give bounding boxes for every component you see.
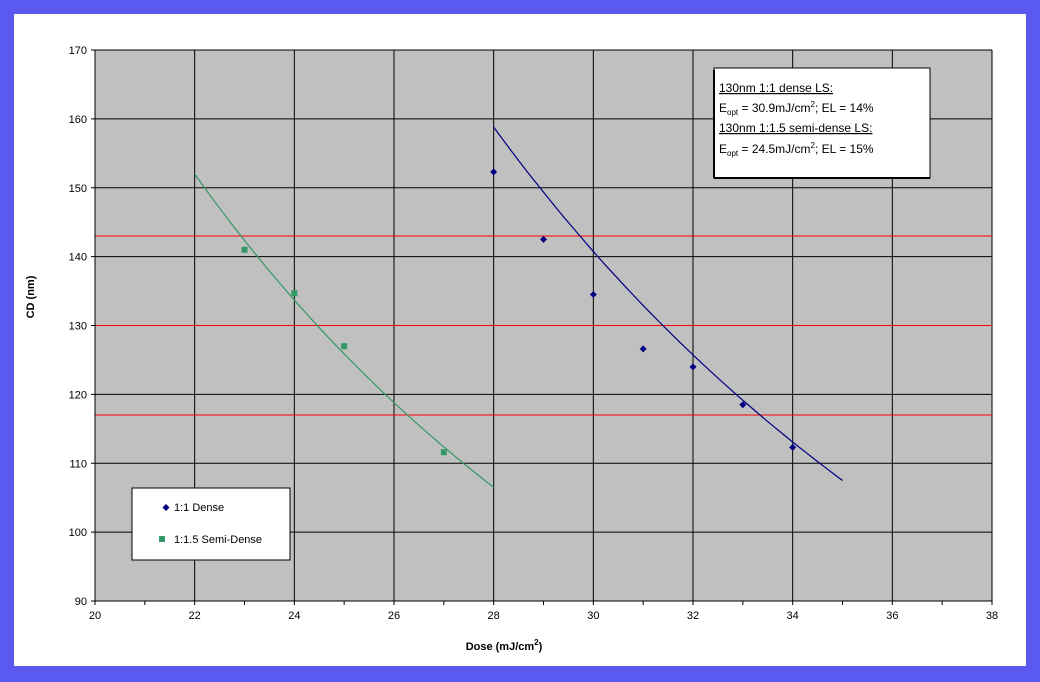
x-tick-label: 30 bbox=[587, 610, 599, 622]
y-tick-label: 150 bbox=[69, 183, 87, 195]
y-tick-labels: 90 100 110 120 130 140 150 160 170 bbox=[69, 45, 87, 608]
data-point-dense bbox=[739, 401, 747, 409]
x-tick-labels: 20 22 24 26 28 30 32 34 36 38 bbox=[89, 610, 998, 622]
data-point-dense bbox=[490, 168, 498, 176]
data-point-dense bbox=[639, 345, 647, 353]
legend-label-semi-dense: 1:1.5 Semi-Dense bbox=[174, 534, 262, 546]
dose-cd-chart: 20 22 24 26 28 30 32 34 36 38 90 100 110 120 130 140 15… bbox=[25, 45, 998, 653]
legend: 1:1 Dense 1:1.5 Semi-Dense bbox=[131, 487, 291, 561]
data-point-dense bbox=[689, 363, 697, 371]
data-point-semi-dense bbox=[241, 246, 248, 253]
x-tick-label: 34 bbox=[787, 610, 799, 622]
legend-marker-semi-dense bbox=[159, 536, 165, 542]
chart-frame: 20 22 24 26 28 30 32 34 36 38 90 100 110 120 130 140 15… bbox=[14, 14, 1026, 666]
x-tick-label: 32 bbox=[687, 610, 699, 622]
y-axis-title: CD (nm) bbox=[25, 275, 37, 318]
y-tick-label: 130 bbox=[69, 321, 87, 333]
data-point-dense bbox=[540, 235, 547, 243]
legend-label-dense: 1:1 Dense bbox=[174, 502, 224, 514]
x-tick-label: 26 bbox=[388, 610, 400, 622]
axes bbox=[91, 49, 993, 605]
data-point-semi-dense bbox=[341, 343, 348, 350]
annotation-line-2: Eopt = 30.9mJ/cm2; EL = 14% bbox=[719, 100, 874, 117]
y-tick-label: 110 bbox=[69, 458, 87, 470]
y-tick-label: 170 bbox=[69, 45, 87, 57]
trend-lines bbox=[194, 126, 843, 488]
y-tick-label: 140 bbox=[69, 252, 87, 264]
data-point-semi-dense bbox=[291, 290, 298, 297]
x-tick-label: 22 bbox=[189, 610, 201, 622]
y-tick-label: 160 bbox=[69, 114, 87, 126]
annotation-line-3: 130nm 1:1.5 semi-dense LS: bbox=[719, 121, 872, 135]
annotation-box: 130nm 1:1 dense LS: Eopt = 30.9mJ/cm2; E… bbox=[713, 67, 931, 179]
annotation-line-4: Eopt = 24.5mJ/cm2; EL = 15% bbox=[719, 141, 874, 158]
y-tick-label: 120 bbox=[69, 389, 87, 401]
data-points bbox=[241, 168, 797, 456]
x-tick-label: 24 bbox=[288, 610, 300, 622]
trend-line-dense bbox=[493, 126, 843, 481]
data-point-dense bbox=[589, 291, 597, 299]
annotation-line-1: 130nm 1:1 dense LS: bbox=[719, 81, 833, 95]
y-tick-label: 100 bbox=[69, 527, 87, 539]
x-tick-label: 28 bbox=[488, 610, 500, 622]
data-point-semi-dense bbox=[440, 449, 447, 456]
x-tick-label: 36 bbox=[886, 610, 898, 622]
trend-line-semi-dense bbox=[194, 173, 495, 488]
x-axis-title: Dose (mJ/cm2) bbox=[466, 638, 543, 653]
legend-marker-dense bbox=[162, 504, 170, 511]
x-tick-label: 20 bbox=[89, 610, 101, 622]
data-point-dense bbox=[789, 443, 797, 451]
x-tick-label: 38 bbox=[986, 610, 998, 622]
y-tick-label: 90 bbox=[75, 596, 87, 608]
